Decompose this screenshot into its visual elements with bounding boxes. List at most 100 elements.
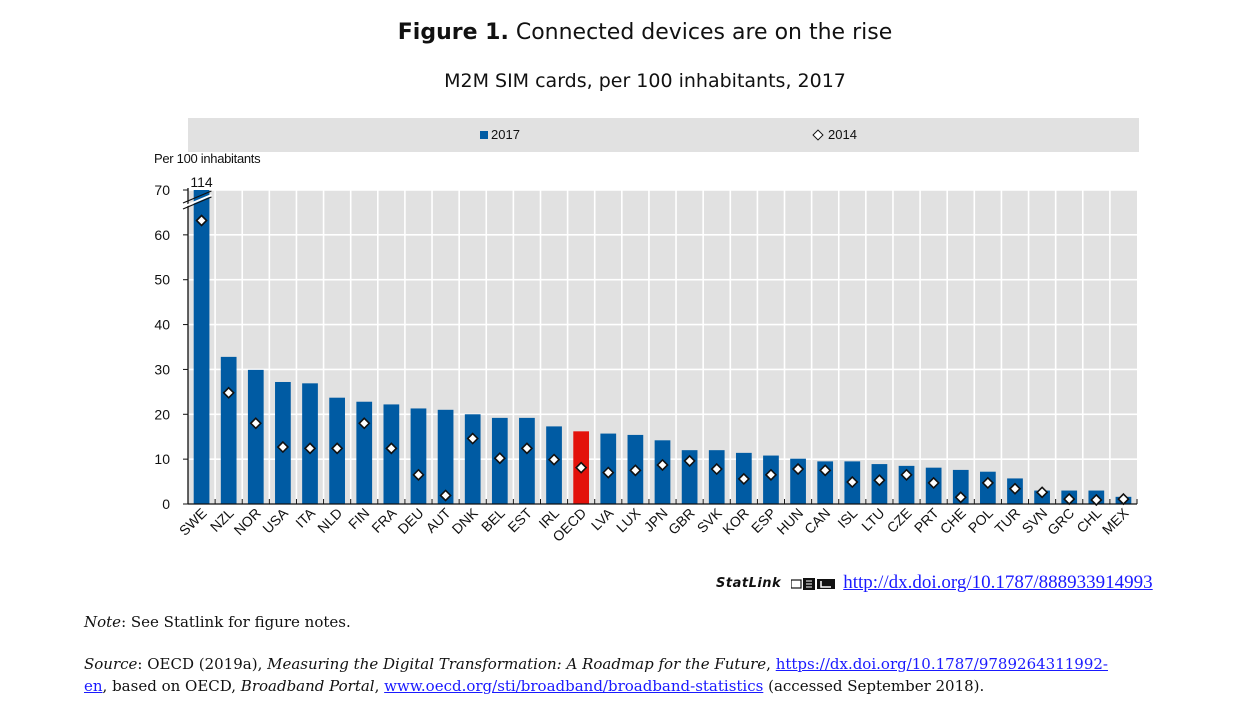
x-tick-label: DEU [394,505,426,537]
x-tick-label: MEX [1099,504,1132,537]
figure-title-text: Connected devices are on the rise [515,20,893,45]
x-tick-label: EST [504,504,535,535]
x-tick-label: CHE [937,505,969,537]
x-tick-label: LVA [588,504,617,533]
bar-svk [708,450,725,504]
x-tick-label: NLD [314,505,345,536]
y-tick-label: 50 [154,272,170,288]
statlink-label: StatLink [716,575,782,591]
source-doi-link-continued[interactable]: en [84,677,103,695]
marker-2014-dnk [466,432,479,445]
marker-2014-usa [276,440,290,454]
y-tick-label: 70 [154,182,170,198]
x-tick-label: BEL [478,505,508,535]
marker-2014-tur [1008,482,1022,495]
legend-bar-swatch-icon [480,130,488,139]
bar-jpn [654,440,671,504]
marker-2014-nor [249,417,262,430]
source-doi-link[interactable]: https://dx.doi.org/10.1787/9789264311992… [775,655,1108,673]
figure-note: Note: See Statlink for figure notes. [84,613,351,631]
source-label: Source [84,655,138,673]
x-tick-label: FRA [368,504,400,536]
marker-2014-est [520,442,534,455]
legend-item-2017: 2017 [480,127,520,142]
x-tick-label: TUR [991,505,1023,537]
marker-2014-lva [602,466,615,479]
bar-gbr [681,450,698,504]
marker-2014-svn [1035,486,1049,499]
x-tick-label: ESP [748,505,779,536]
bar-est [519,417,535,504]
figure-title: Figure 1. Connected devices are on the r… [0,20,1240,45]
marker-2014-prt [927,476,940,490]
axis-break-line [182,196,212,210]
legend-item-2014: 2014 [812,127,857,142]
source-text: , [374,677,385,695]
legend-label-2014: 2014 [828,127,857,142]
x-tick-label: CZE [884,505,915,536]
source-text: , based on OECD, [102,677,241,695]
bar-fin [356,401,373,504]
note-label: Note [84,613,122,631]
statlink: StatLink http://dx.doi.org/10.1787/88893… [716,572,1153,594]
marker-2014-mex [1117,492,1130,506]
statlink-url-link[interactable]: http://dx.doi.org/10.1787/888933914993 [843,572,1153,593]
bar-dnk [464,414,481,504]
figure-source: Source: OECD (2019a), Measuring the Digi… [84,653,1214,697]
x-tick-label: DNK [449,504,482,537]
marker-2014-irl [547,453,561,466]
x-tick-label: NOR [231,505,264,538]
x-tick-label: POL [965,505,996,536]
marker-2014-nld [330,442,344,455]
y-tick-label: 60 [154,227,170,243]
statlink-logo-icon [790,577,836,590]
x-tick-label: SWE [176,505,210,539]
x-tick-label: HUN [773,505,806,538]
marker-2014-kor [737,472,750,486]
marker-2014-ita [303,442,317,455]
axis-break-value-label: 114 [190,174,213,190]
marker-2014-can [819,464,832,477]
x-tick-label: SVK [694,504,726,536]
marker-2014-fin [358,417,371,430]
x-tick-label: PRT [911,504,942,535]
source-broadband-link[interactable]: www.oecd.org/sti/broadband/broadband-sta… [384,677,764,695]
x-tick-label: FIN [345,505,372,532]
marker-2014-svk [710,462,723,476]
source-text: , [766,655,776,673]
x-tick-label: CAN [801,505,833,537]
source-title-2: Broadband Portal [240,677,375,695]
marker-2014-cze [900,468,913,481]
x-tick-label: AUT [423,504,454,535]
marker-2014-fra [385,442,398,455]
axis-break-line [182,190,212,204]
source-text: : OECD (2019a), [137,655,268,673]
x-tick-label: JPN [641,505,671,535]
axis-break-gap [182,194,212,208]
marker-2014-grc [1063,492,1076,506]
y-tick-label: 40 [154,317,170,333]
x-tick-label: SVN [1019,505,1051,537]
x-tick-label: USA [259,504,291,536]
figure-label: Figure 1. [397,20,509,45]
marker-2014-bel [493,452,506,465]
x-tick-label: ITA [292,504,318,530]
chart-legend: 2017 2014 [188,118,1139,152]
marker-2014-ltu [873,474,886,487]
legend-label-2017: 2017 [491,127,520,142]
bar-aut [437,409,454,504]
source-title-1: Measuring the Digital Transformation: A … [267,655,767,673]
figure-subtitle: M2M SIM cards, per 100 inhabitants, 2017 [444,70,846,92]
x-tick-label: LTU [858,505,887,534]
marker-2014-deu [412,468,425,481]
marker-2014-lux [629,464,642,477]
y-tick-label: 0 [162,496,170,512]
marker-2014-gbr [683,454,696,468]
y-tick-label: 30 [154,361,170,377]
bar-nzl [220,356,237,504]
y-tick-label: 20 [154,406,170,422]
marker-2014-jpn [656,458,669,472]
x-tick-label: GBR [665,505,698,538]
bar-nor [247,369,264,504]
